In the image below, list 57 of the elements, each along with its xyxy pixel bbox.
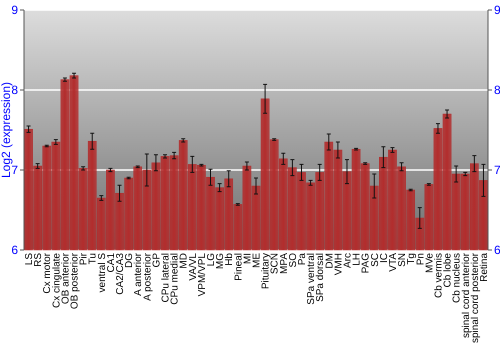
x-tick-label: SPa dorsal (315, 253, 326, 302)
x-tick-label: IC (378, 253, 390, 263)
x-tick-label: Arc (342, 253, 354, 268)
x-tick-label: Hb (224, 252, 236, 266)
x-tick-label: SO (288, 252, 299, 268)
x-tick-label: ME (252, 252, 262, 268)
x-tick-label: Pir (78, 252, 90, 266)
x-tick-label: LH (352, 253, 363, 266)
y2-tick-label: 6 (494, 243, 500, 258)
y-tick-label: 8 (11, 83, 18, 98)
x-tick-label: Cb nucleus (452, 253, 463, 304)
x-tick-label: Cx cingulate (51, 252, 62, 308)
x-tick-label: Cx motor (42, 252, 54, 294)
y-tick-label: 7 (11, 163, 18, 178)
x-tick-label: GP (151, 252, 162, 268)
x-tick-label: RS (33, 252, 44, 267)
y2-tick-label: 9 (494, 3, 500, 18)
y2-tick-label: 8 (494, 83, 500, 98)
x-tick-label: SN (397, 253, 408, 267)
x-tick-label: VA/VL (188, 252, 199, 281)
x-tick-label: OB posterior (70, 252, 81, 310)
x-tick-label: VMH (333, 253, 344, 276)
x-tick-label: Cb vermis (433, 253, 444, 298)
y2-tick-label: 7 (494, 163, 500, 178)
y-tick-label: 6 (11, 243, 18, 258)
x-tick-label: spinal cord anterior (460, 252, 472, 338)
y-tick-label: 9 (11, 3, 18, 18)
x-tick-label: MD (178, 253, 190, 269)
x-tick-label: SCN (270, 253, 281, 274)
x-tick-label: DM (324, 253, 336, 269)
x-tick-label: CA1 (106, 252, 117, 272)
x-tick-label: VPM/VPL (196, 252, 208, 296)
x-tick-label: Tg (406, 253, 418, 265)
x-tick-label: A anterior (133, 252, 144, 296)
x-tick-label: Pineal (233, 253, 244, 281)
x-tick-label: spinal cord posterior (470, 252, 481, 344)
x-tick-label: DG (124, 252, 136, 268)
x-tick-label: MPA (278, 252, 290, 274)
x-tick-label: Retina (478, 252, 490, 282)
x-tick-label: MI (242, 253, 254, 264)
x-tick-label: Pituitary (260, 253, 272, 290)
x-tick-label: Pn (415, 253, 426, 266)
x-tick-label: SC (370, 253, 381, 267)
x-tick-label: A posterior (142, 252, 154, 301)
x-tick-label: MVe (424, 252, 436, 274)
x-tick-label: PAG (360, 252, 372, 274)
x-tick-label: CPu medial (170, 253, 181, 305)
x-tick-label: Tu (88, 253, 99, 264)
x-tick-label: Pa (296, 252, 308, 266)
x-tick-label: Cb lobe (442, 252, 454, 288)
x-tick-label: LS (24, 252, 36, 266)
x-tick-label: OB anterior (60, 252, 72, 304)
x-tick-label: VTA (388, 252, 399, 272)
x-tick-label: ventral S (96, 252, 108, 292)
x-tick-label: CA2/CA3 (115, 252, 126, 295)
y-axis-title: Log2 (expression) (0, 82, 13, 178)
x-tick-label: LG (206, 252, 218, 266)
